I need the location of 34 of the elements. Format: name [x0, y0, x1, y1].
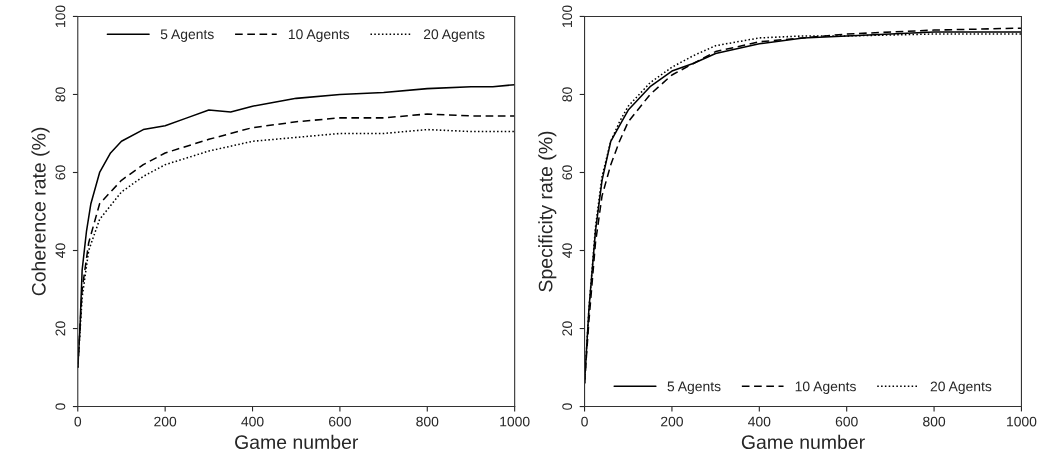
y-tick-label: 60: [55, 165, 66, 180]
y-tick-label: 0: [562, 403, 573, 410]
x-tick-label: 200: [154, 416, 177, 427]
x-tick-label: 1000: [500, 416, 530, 427]
y-axis-title: Coherence rate (%): [31, 127, 50, 296]
legend-label: 10 Agents: [795, 381, 856, 395]
legend-label: 5 Agents: [667, 381, 721, 395]
x-tick-label: 800: [923, 416, 946, 427]
y-tick-label: 20: [562, 321, 573, 336]
y-tick-label: 40: [562, 243, 573, 258]
y-tick-label: 100: [55, 5, 66, 27]
x-tick-label: 0: [581, 416, 588, 427]
y-tick-label: 40: [55, 243, 66, 258]
legend-label: 20 Agents: [930, 381, 992, 395]
y-tick-label: 100: [562, 5, 573, 27]
y-tick-label: 80: [55, 87, 66, 102]
x-tick-label: 400: [241, 416, 264, 427]
x-tick-label: 600: [835, 416, 858, 427]
x-tick-label: 200: [661, 416, 683, 427]
x-tick-label: 600: [329, 416, 351, 427]
x-tick-label: 400: [748, 416, 771, 427]
y-tick-label: 80: [562, 87, 573, 102]
legend-label: 20 Agents: [423, 29, 485, 42]
x-tick-label: 1000: [1007, 416, 1037, 427]
y-axis-title: Specificity rate (%): [538, 131, 557, 292]
y-tick-label: 0: [55, 403, 66, 410]
x-axis-title: Game number: [741, 434, 865, 450]
y-tick-label: 60: [562, 165, 573, 180]
x-axis-title: Game number: [235, 434, 359, 450]
y-tick-label: 20: [55, 321, 66, 336]
legend-label: 10 Agents: [288, 29, 350, 42]
x-tick-label: 0: [74, 416, 82, 427]
legend-label: 5 Agents: [160, 29, 214, 42]
x-tick-label: 800: [416, 416, 439, 427]
